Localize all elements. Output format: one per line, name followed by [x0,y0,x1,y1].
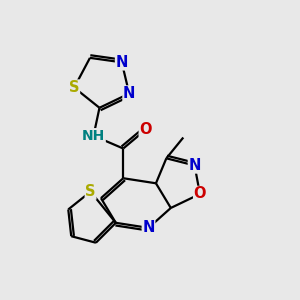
Text: S: S [85,184,96,199]
Text: N: N [116,55,128,70]
Text: N: N [123,86,135,101]
Text: O: O [194,187,206,202]
Text: NH: NH [82,129,105,143]
Text: O: O [139,122,152,137]
Text: N: N [188,158,201,173]
Text: N: N [142,220,155,236]
Text: S: S [69,80,80,95]
